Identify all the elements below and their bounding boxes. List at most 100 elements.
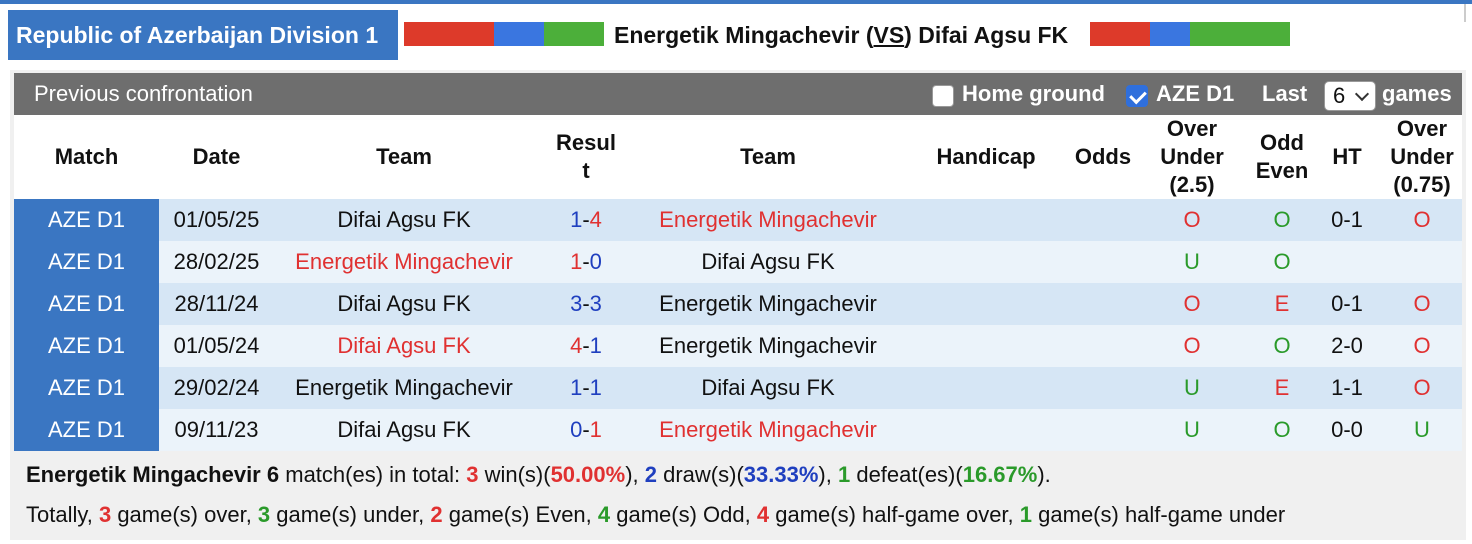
- row-ht: 0-1: [1312, 283, 1382, 325]
- row-away-score: 1: [589, 333, 602, 358]
- last-label: Last: [1262, 81, 1308, 106]
- summary-text: Totally,: [26, 502, 99, 527]
- row-date: 28/11/24: [159, 283, 274, 325]
- header-divider: [1464, 4, 1466, 22]
- home-team-name[interactable]: Energetik Mingachevir: [614, 22, 860, 48]
- col-ou-l1: Over: [1166, 116, 1218, 141]
- league-filter-label[interactable]: AZE D1: [1156, 81, 1235, 106]
- row-handicap: [898, 367, 1074, 409]
- row-odds: [1074, 241, 1132, 283]
- row-away-score: 1: [589, 375, 602, 400]
- row-over-under: U: [1132, 367, 1252, 409]
- row-date: 01/05/25: [159, 199, 274, 241]
- row-result[interactable]: 1-4: [534, 199, 638, 241]
- row-league[interactable]: AZE D1: [14, 283, 159, 325]
- row-away-team[interactable]: Energetik Mingachevir: [638, 325, 898, 367]
- home-ground-checkbox[interactable]: [932, 85, 954, 107]
- row-league[interactable]: AZE D1: [14, 409, 159, 451]
- col-handicap: Handicap: [898, 115, 1074, 199]
- row-half-over-under: O: [1382, 283, 1462, 325]
- row-home-score: 1: [570, 207, 583, 232]
- row-away-team[interactable]: Difai Agsu FK: [638, 367, 898, 409]
- row-over-under: O: [1132, 199, 1252, 241]
- row-league[interactable]: AZE D1: [14, 199, 159, 241]
- row-home-team[interactable]: Difai Agsu FK: [274, 409, 534, 451]
- row-score-sep: -: [582, 333, 590, 358]
- away-team-name[interactable]: Difai Agsu FK: [918, 22, 1069, 48]
- summary-text: game(s) Odd,: [610, 502, 757, 527]
- row-half-over-under: U: [1382, 409, 1462, 451]
- row-odd-even: E: [1252, 283, 1312, 325]
- summary-text: ).: [1037, 462, 1051, 487]
- match-title: Energetik Mingachevir (VS) Difai Agsu FK: [614, 18, 1068, 52]
- row-home-team[interactable]: Difai Agsu FK: [274, 283, 534, 325]
- row-home-team[interactable]: Energetik Mingachevir: [274, 367, 534, 409]
- row-away-team[interactable]: Energetik Mingachevir: [638, 199, 898, 241]
- row-handicap: [898, 409, 1074, 451]
- summary-text: game(s) under,: [270, 502, 431, 527]
- row-odds: [1074, 409, 1132, 451]
- row-away-team[interactable]: Energetik Mingachevir: [638, 409, 898, 451]
- home-form-bar-green: [544, 22, 604, 46]
- row-date: 29/02/24: [159, 367, 274, 409]
- col-half-over-under: Over Under (0.75): [1382, 115, 1462, 199]
- league-title[interactable]: Republic of Azerbaijan Division 1: [8, 10, 398, 60]
- col-result-l1: Resul: [556, 130, 616, 155]
- last-games-select[interactable]: 6: [1324, 81, 1376, 111]
- row-result[interactable]: 1-0: [534, 241, 638, 283]
- row-handicap: [898, 241, 1074, 283]
- league-filter-checkbox[interactable]: [1126, 85, 1148, 107]
- last-games-value: 6: [1333, 83, 1346, 108]
- home-ground-label[interactable]: Home ground: [962, 81, 1105, 106]
- row-over-under: U: [1132, 241, 1252, 283]
- row-result[interactable]: 1-1: [534, 367, 638, 409]
- row-ht: [1312, 241, 1382, 283]
- row-away-team[interactable]: Difai Agsu FK: [638, 241, 898, 283]
- summary-half-over: 4: [756, 502, 770, 527]
- row-home-team[interactable]: Difai Agsu FK: [274, 325, 534, 367]
- row-league[interactable]: AZE D1: [14, 325, 159, 367]
- home-form-bar-red: [404, 22, 494, 46]
- table-row: AZE D1 01/05/24 Difai Agsu FK 4-1 Energetik …: [14, 325, 1462, 367]
- summary-text: match(es) in total:: [279, 462, 467, 487]
- row-ht: 0-0: [1312, 409, 1382, 451]
- table-header-row: Match Date Team Resul t Team Handicap Odd…: [14, 115, 1462, 199]
- col-hou-l3: (0.75): [1393, 172, 1451, 197]
- summary-defeats: 1: [837, 462, 851, 487]
- row-result[interactable]: 4-1: [534, 325, 638, 367]
- col-hou-l2: Under: [1390, 144, 1454, 169]
- row-away-team[interactable]: Energetik Mingachevir: [638, 283, 898, 325]
- vs-label: VS: [873, 22, 905, 48]
- row-odd-even: E: [1252, 367, 1312, 409]
- col-ht: HT: [1312, 115, 1382, 199]
- row-over-under: U: [1132, 409, 1252, 451]
- row-home-score: 0: [570, 417, 583, 442]
- row-league[interactable]: AZE D1: [14, 241, 159, 283]
- row-home-team[interactable]: Energetik Mingachevir: [274, 241, 534, 283]
- summary-half-under: 1: [1019, 502, 1033, 527]
- row-home-score: 4: [570, 333, 583, 358]
- row-home-team[interactable]: Difai Agsu FK: [274, 199, 534, 241]
- row-odd-even: O: [1252, 325, 1312, 367]
- away-form-bar-blue: [1150, 22, 1190, 46]
- row-league[interactable]: AZE D1: [14, 367, 159, 409]
- col-odds: Odds: [1074, 115, 1132, 199]
- row-result[interactable]: 3-3: [534, 283, 638, 325]
- col-result: Resul t: [534, 115, 638, 199]
- table-row: AZE D1 09/11/23 Difai Agsu FK 0-1 Energetik …: [14, 409, 1462, 451]
- summary-text: game(s) over,: [111, 502, 258, 527]
- row-half-over-under: O: [1382, 367, 1462, 409]
- row-odd-even: O: [1252, 199, 1312, 241]
- col-over-under: Over Under (2.5): [1132, 115, 1252, 199]
- row-score-sep: -: [582, 417, 590, 442]
- row-date: 01/05/24: [159, 325, 274, 367]
- row-result[interactable]: 0-1: [534, 409, 638, 451]
- summary-text: game(s) half-game under: [1032, 502, 1286, 527]
- summary-even: 2: [430, 502, 443, 527]
- summary-text: game(s) Even,: [442, 502, 598, 527]
- top-accent-line: [0, 0, 1472, 4]
- row-ht: 0-1: [1312, 199, 1382, 241]
- summary-defeat-pct: 16.67%: [962, 462, 1038, 487]
- row-score-sep: -: [582, 375, 590, 400]
- summary-text: ),: [818, 462, 838, 487]
